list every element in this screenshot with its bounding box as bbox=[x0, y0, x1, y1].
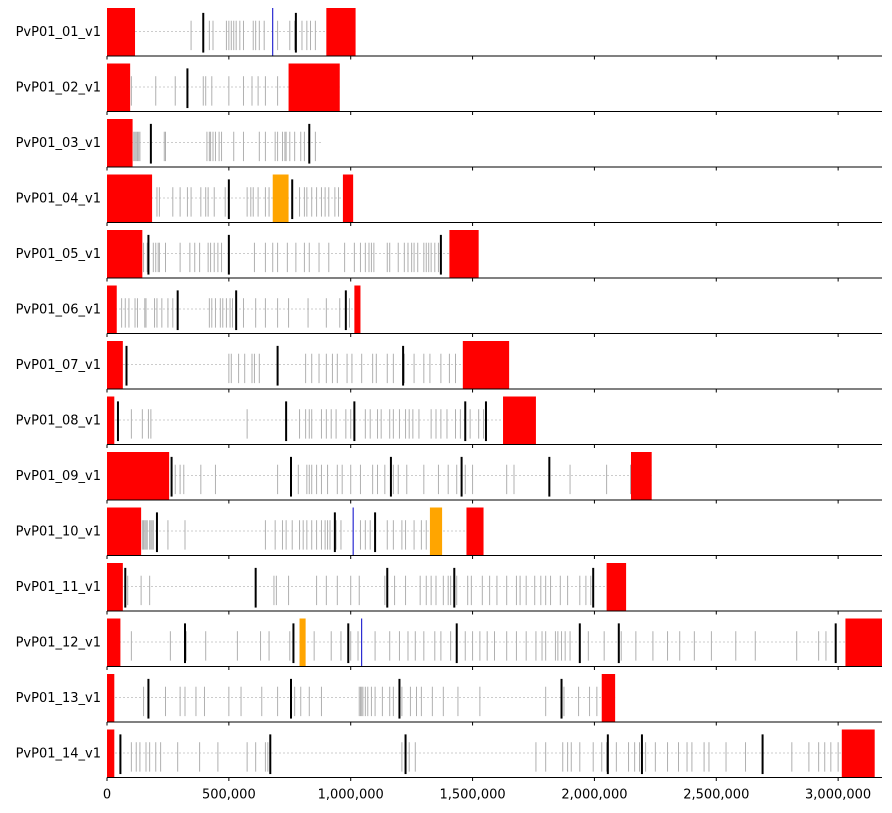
x-axis: 0 500,000 1,000,000 1,500,000 2,000,000 2,500… bbox=[103, 788, 871, 803]
chromosome-row: PvP01_14_v1 bbox=[16, 729, 882, 781]
chromosome-label: PvP01_13_v1 bbox=[16, 691, 101, 706]
chromosome-label: PvP01_08_v1 bbox=[16, 414, 101, 429]
subtelomere-block bbox=[466, 507, 484, 556]
subtelomere-block bbox=[606, 563, 627, 611]
subtelomere-block bbox=[449, 230, 479, 278]
chromosome-rows: PvP01_01_v1 PvP01_02_v1 PvP01_03_v1 PvP01_0… bbox=[16, 8, 882, 781]
chromosome-label: PvP01_04_v1 bbox=[16, 192, 101, 207]
chromosome-label: PvP01_14_v1 bbox=[16, 747, 101, 762]
chromosome-label: PvP01_10_v1 bbox=[16, 525, 101, 540]
chromosome-row: PvP01_13_v1 bbox=[16, 674, 882, 726]
chromosome-row: PvP01_09_v1 bbox=[16, 452, 882, 504]
x-tick-label: 3,000,000 bbox=[805, 788, 871, 803]
subtelomere-block bbox=[462, 341, 510, 389]
subtelomere-block bbox=[107, 174, 153, 223]
chromosome-row: PvP01_03_v1 bbox=[16, 119, 882, 171]
subtelomere-block bbox=[107, 452, 170, 500]
chromosome-row: PvP01_05_v1 bbox=[16, 230, 882, 282]
internal-cluster-block bbox=[429, 507, 443, 556]
chromosome-label: PvP01_05_v1 bbox=[16, 247, 101, 262]
chromosome-label: PvP01_09_v1 bbox=[16, 469, 101, 484]
subtelomere-block bbox=[326, 8, 356, 56]
subtelomere-block bbox=[630, 452, 652, 500]
chromosome-row: PvP01_02_v1 bbox=[16, 63, 882, 115]
chromosome-row: PvP01_11_v1 bbox=[16, 563, 882, 615]
chromosome-label: PvP01_06_v1 bbox=[16, 303, 101, 318]
x-tick-label: 1,500,000 bbox=[439, 788, 505, 803]
chromosome-row: PvP01_01_v1 bbox=[16, 8, 882, 60]
subtelomere-block bbox=[342, 174, 354, 223]
subtelomere-block bbox=[107, 729, 115, 778]
x-tick-label: 2,500,000 bbox=[683, 788, 749, 803]
chromosome-row: PvP01_07_v1 bbox=[16, 341, 882, 393]
chromosome-label: PvP01_11_v1 bbox=[16, 580, 101, 595]
subtelomere-block bbox=[354, 285, 361, 334]
subtelomere-block bbox=[107, 563, 123, 611]
subtelomere-block bbox=[107, 63, 131, 112]
internal-cluster-block bbox=[299, 618, 306, 667]
subtelomere-block bbox=[107, 285, 117, 334]
chromosome-label: PvP01_07_v1 bbox=[16, 358, 101, 373]
chromosome-row: PvP01_12_v1 bbox=[16, 618, 882, 670]
subtelomere-block bbox=[107, 618, 121, 667]
subtelomere-block bbox=[107, 8, 136, 56]
subtelomere-block bbox=[107, 341, 123, 389]
subtelomere-block bbox=[288, 63, 340, 112]
x-tick-label: 500,000 bbox=[202, 788, 256, 803]
x-tick-label: 1,000,000 bbox=[318, 788, 384, 803]
subtelomere-block bbox=[503, 396, 536, 445]
subtelomere-block bbox=[845, 618, 882, 667]
chromosome-row: PvP01_04_v1 bbox=[16, 174, 882, 226]
chromosome-row: PvP01_08_v1 bbox=[16, 396, 882, 448]
x-tick-label: 0 bbox=[103, 788, 111, 803]
x-tick-label: 2,000,000 bbox=[561, 788, 627, 803]
chromosome-label: PvP01_03_v1 bbox=[16, 136, 101, 151]
chromosome-label: PvP01_12_v1 bbox=[16, 636, 101, 651]
subtelomere-block bbox=[107, 230, 143, 278]
subtelomere-block bbox=[107, 507, 142, 556]
chromosome-label: PvP01_02_v1 bbox=[16, 81, 101, 96]
subtelomere-block bbox=[841, 729, 875, 778]
chromosome-row: PvP01_10_v1 bbox=[16, 507, 882, 559]
chromosome-row: PvP01_06_v1 bbox=[16, 285, 882, 337]
subtelomere-block bbox=[107, 674, 115, 722]
internal-cluster-block bbox=[272, 174, 289, 223]
subtelomere-block bbox=[107, 119, 133, 167]
chromosome-label: PvP01_01_v1 bbox=[16, 25, 101, 40]
subtelomere-block bbox=[107, 396, 115, 445]
subtelomere-block bbox=[601, 674, 616, 722]
